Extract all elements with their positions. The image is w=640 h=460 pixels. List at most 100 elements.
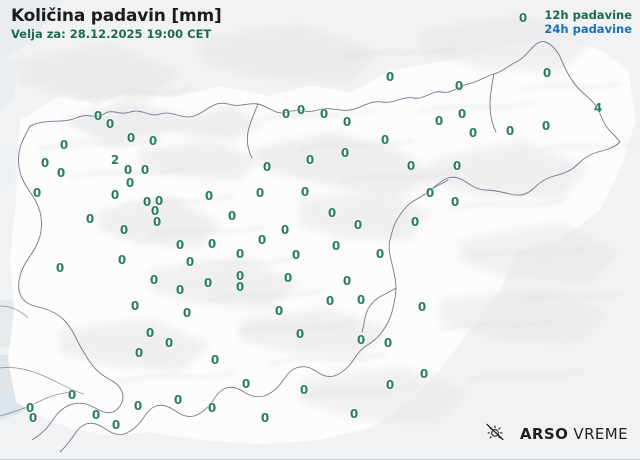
station-value: 0 (207, 401, 217, 415)
station-value: 0 (349, 407, 359, 421)
station-value: 0 (149, 273, 159, 287)
station-value: 0 (319, 107, 329, 121)
station-value: 0 (260, 411, 270, 425)
station-value: 0 (175, 238, 185, 252)
station-value: 0 (241, 377, 251, 391)
station-value: 0 (281, 107, 291, 121)
station-value: 0 (450, 195, 460, 209)
station-value: 0 (235, 247, 245, 261)
station-value: 0 (119, 223, 129, 237)
station-value: 0 (235, 280, 245, 294)
station-value: 0 (67, 388, 77, 402)
station-value: 0 (454, 79, 464, 93)
station-value: 0 (410, 215, 420, 229)
station-value: 0 (340, 146, 350, 160)
border-layer (18, 41, 621, 453)
legend: 12h padavine 24h padavine (544, 8, 632, 36)
station-value: 0 (152, 215, 162, 229)
station-value: 0 (133, 399, 143, 413)
station-value: 0 (203, 276, 213, 290)
station-value: 0 (385, 70, 395, 84)
station-value: 0 (255, 186, 265, 200)
station-value: 0 (296, 103, 306, 117)
station-value: 0 (385, 378, 395, 392)
station-value: 0 (182, 306, 192, 320)
station-value: 0 (425, 186, 435, 200)
brand-name-arso: ARSO (519, 425, 569, 443)
station-value: 0 (325, 294, 335, 308)
station-value: 0 (154, 194, 164, 208)
station-value: 0 (173, 393, 183, 407)
station-value: 0 (207, 237, 217, 251)
station-value: 0 (125, 176, 135, 190)
station-value: 0 (452, 159, 462, 173)
station-value: 0 (148, 134, 158, 148)
station-value: 0 (262, 160, 272, 174)
station-value: 0 (40, 156, 50, 170)
station-value: 0 (542, 66, 552, 80)
station-value: 0 (505, 124, 515, 138)
station-value: 0 (164, 336, 174, 350)
legend-item-24h: 24h padavine (544, 22, 632, 36)
station-value: 0 (235, 269, 245, 283)
station-value: 0 (331, 239, 341, 253)
station-value: 0 (356, 293, 366, 307)
station-value: 0 (204, 189, 214, 203)
station-value: 0 (111, 418, 121, 432)
station-value: 0 (55, 261, 65, 275)
station-value: 0 (117, 253, 127, 267)
station-value: 0 (91, 408, 101, 422)
station-value: 0 (518, 11, 528, 25)
station-value: 4 (593, 101, 603, 115)
station-value: 0 (150, 204, 160, 218)
station-value: 0 (210, 353, 220, 367)
station-value: 0 (419, 367, 429, 381)
station-value: 0 (142, 195, 152, 209)
station-value: 0 (105, 117, 115, 131)
brand-text: ARSO VREME (520, 425, 628, 443)
station-value: 0 (541, 119, 551, 133)
station-value: 0 (342, 274, 352, 288)
station-value: 0 (130, 299, 140, 313)
station-value: 0 (185, 255, 195, 269)
station-value: 0 (299, 383, 309, 397)
station-value: 2 (110, 153, 120, 167)
station-value: 0 (59, 138, 69, 152)
legend-item-12h: 12h padavine (544, 8, 632, 22)
sun-crossed-icon (484, 421, 506, 447)
station-value: 0 (300, 185, 310, 199)
station-value: 0 (134, 346, 144, 360)
station-value: 0 (434, 114, 444, 128)
brand-logo: ARSO VREME (484, 421, 628, 447)
station-value: 0 (353, 218, 363, 232)
station-value: 0 (295, 327, 305, 341)
station-value: 0 (85, 212, 95, 226)
station-value: 0 (291, 248, 301, 262)
station-value: 0 (283, 271, 293, 285)
brand-name-vreme-text: VREME (573, 425, 628, 443)
relief-detail-layer (38, 46, 636, 398)
station-value: 0 (32, 186, 42, 200)
station-value: 0 (417, 300, 427, 314)
station-value: 0 (56, 166, 66, 180)
station-value: 0 (145, 326, 155, 340)
station-value: 0 (140, 163, 150, 177)
station-value: 0 (375, 247, 385, 261)
station-value: 0 (274, 304, 284, 318)
station-value: 0 (327, 206, 337, 220)
station-value: 0 (305, 153, 315, 167)
station-value: 0 (227, 209, 237, 223)
station-value: 0 (126, 131, 136, 145)
station-value: 0 (457, 107, 467, 121)
station-value: 0 (25, 401, 35, 415)
station-value: 0 (356, 333, 366, 347)
station-value: 0 (380, 133, 390, 147)
station-value: 0 (383, 336, 393, 350)
station-value: 0 (257, 233, 267, 247)
station-value: 0 (175, 283, 185, 297)
station-value: 0 (342, 115, 352, 129)
station-value: 0 (468, 126, 478, 140)
station-value: 0 (110, 188, 120, 202)
